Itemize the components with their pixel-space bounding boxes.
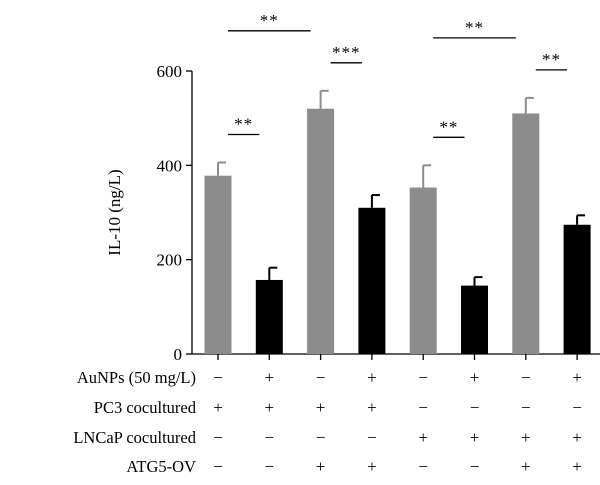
y-tick-label: 200 bbox=[157, 251, 183, 270]
condition-cell: + bbox=[367, 368, 377, 387]
condition-cell: − bbox=[213, 428, 223, 447]
significance-label: ** bbox=[439, 117, 458, 136]
bar bbox=[358, 207, 386, 354]
bar bbox=[204, 175, 232, 354]
bar bbox=[409, 187, 437, 354]
bar bbox=[512, 113, 540, 354]
condition-cell: − bbox=[470, 457, 480, 476]
condition-cell: + bbox=[521, 428, 531, 447]
condition-cell: + bbox=[367, 457, 377, 476]
significance-label: ** bbox=[542, 50, 561, 69]
bar bbox=[255, 279, 283, 354]
condition-cell: − bbox=[470, 398, 480, 417]
condition-row-label: LNCaP cocultured bbox=[73, 428, 196, 447]
condition-cell: + bbox=[265, 368, 275, 387]
condition-cell: + bbox=[572, 428, 582, 447]
condition-cell: − bbox=[521, 368, 531, 387]
condition-cell: + bbox=[316, 398, 326, 417]
significance-label: *** bbox=[332, 43, 361, 62]
condition-cell: − bbox=[418, 368, 428, 387]
condition-cell: − bbox=[316, 428, 326, 447]
condition-cell: + bbox=[367, 398, 377, 417]
condition-row-label: AuNPs (50 mg/L) bbox=[77, 368, 196, 387]
condition-cell: − bbox=[418, 457, 428, 476]
condition-cell: + bbox=[470, 368, 480, 387]
condition-row-label: PC3 cocultured bbox=[94, 398, 197, 417]
y-tick-label: 600 bbox=[157, 62, 183, 81]
significance-label: ** bbox=[260, 11, 279, 30]
condition-cell: − bbox=[213, 457, 223, 476]
condition-cell: − bbox=[521, 398, 531, 417]
bar bbox=[307, 108, 335, 354]
significance-label: ** bbox=[234, 115, 253, 134]
condition-cell: + bbox=[572, 368, 582, 387]
condition-row-label: ATG5-OV bbox=[126, 457, 196, 476]
condition-cell: − bbox=[265, 457, 275, 476]
y-axis-title: IL-10 (ng/L) bbox=[105, 169, 124, 255]
condition-cell: + bbox=[213, 398, 223, 417]
bar bbox=[461, 285, 488, 354]
condition-cell: + bbox=[470, 428, 480, 447]
bar bbox=[563, 224, 591, 354]
condition-cell: + bbox=[521, 457, 531, 476]
significance-label: ** bbox=[465, 18, 484, 37]
condition-cell: + bbox=[572, 457, 582, 476]
condition-cell: − bbox=[213, 368, 223, 387]
condition-cell: − bbox=[265, 428, 275, 447]
y-tick-label: 0 bbox=[174, 345, 183, 364]
y-tick-label: 400 bbox=[157, 156, 183, 175]
condition-cell: − bbox=[572, 398, 582, 417]
condition-cell: − bbox=[316, 368, 326, 387]
condition-cell: + bbox=[265, 398, 275, 417]
condition-cell: + bbox=[316, 457, 326, 476]
condition-cell: − bbox=[367, 428, 377, 447]
condition-cell: − bbox=[418, 398, 428, 417]
condition-cell: + bbox=[418, 428, 428, 447]
